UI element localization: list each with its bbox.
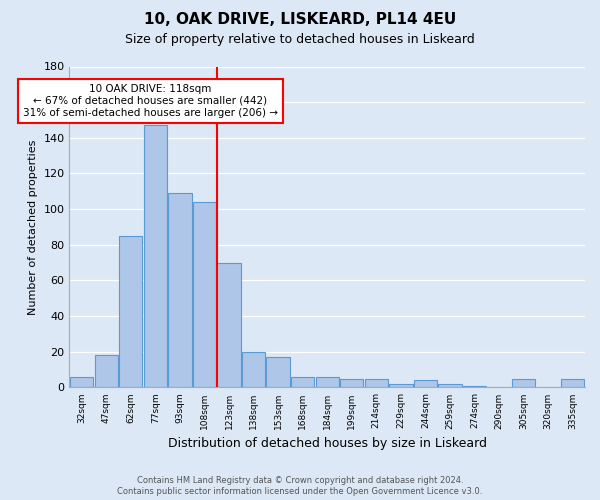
Bar <box>95 356 118 388</box>
Bar <box>119 236 142 388</box>
Bar <box>193 202 216 388</box>
Text: Contains HM Land Registry data © Crown copyright and database right 2024.: Contains HM Land Registry data © Crown c… <box>137 476 463 485</box>
Bar <box>217 262 241 388</box>
Bar <box>439 384 461 388</box>
Text: 10 OAK DRIVE: 118sqm
← 67% of detached houses are smaller (442)
31% of semi-deta: 10 OAK DRIVE: 118sqm ← 67% of detached h… <box>23 84 278 117</box>
Bar <box>414 380 437 388</box>
X-axis label: Distribution of detached houses by size in Liskeard: Distribution of detached houses by size … <box>168 437 487 450</box>
Text: Contains public sector information licensed under the Open Government Licence v3: Contains public sector information licen… <box>118 487 482 496</box>
Bar <box>512 378 535 388</box>
Bar <box>143 126 167 388</box>
Bar <box>242 352 265 388</box>
Bar <box>340 378 364 388</box>
Bar <box>291 376 314 388</box>
Bar <box>266 357 290 388</box>
Text: Size of property relative to detached houses in Liskeard: Size of property relative to detached ho… <box>125 32 475 46</box>
Bar <box>316 376 339 388</box>
Bar <box>463 386 486 388</box>
Text: 10, OAK DRIVE, LISKEARD, PL14 4EU: 10, OAK DRIVE, LISKEARD, PL14 4EU <box>144 12 456 28</box>
Y-axis label: Number of detached properties: Number of detached properties <box>28 140 38 314</box>
Bar <box>561 378 584 388</box>
Bar <box>70 376 94 388</box>
Bar <box>365 378 388 388</box>
Bar <box>389 384 413 388</box>
Bar <box>168 193 191 388</box>
